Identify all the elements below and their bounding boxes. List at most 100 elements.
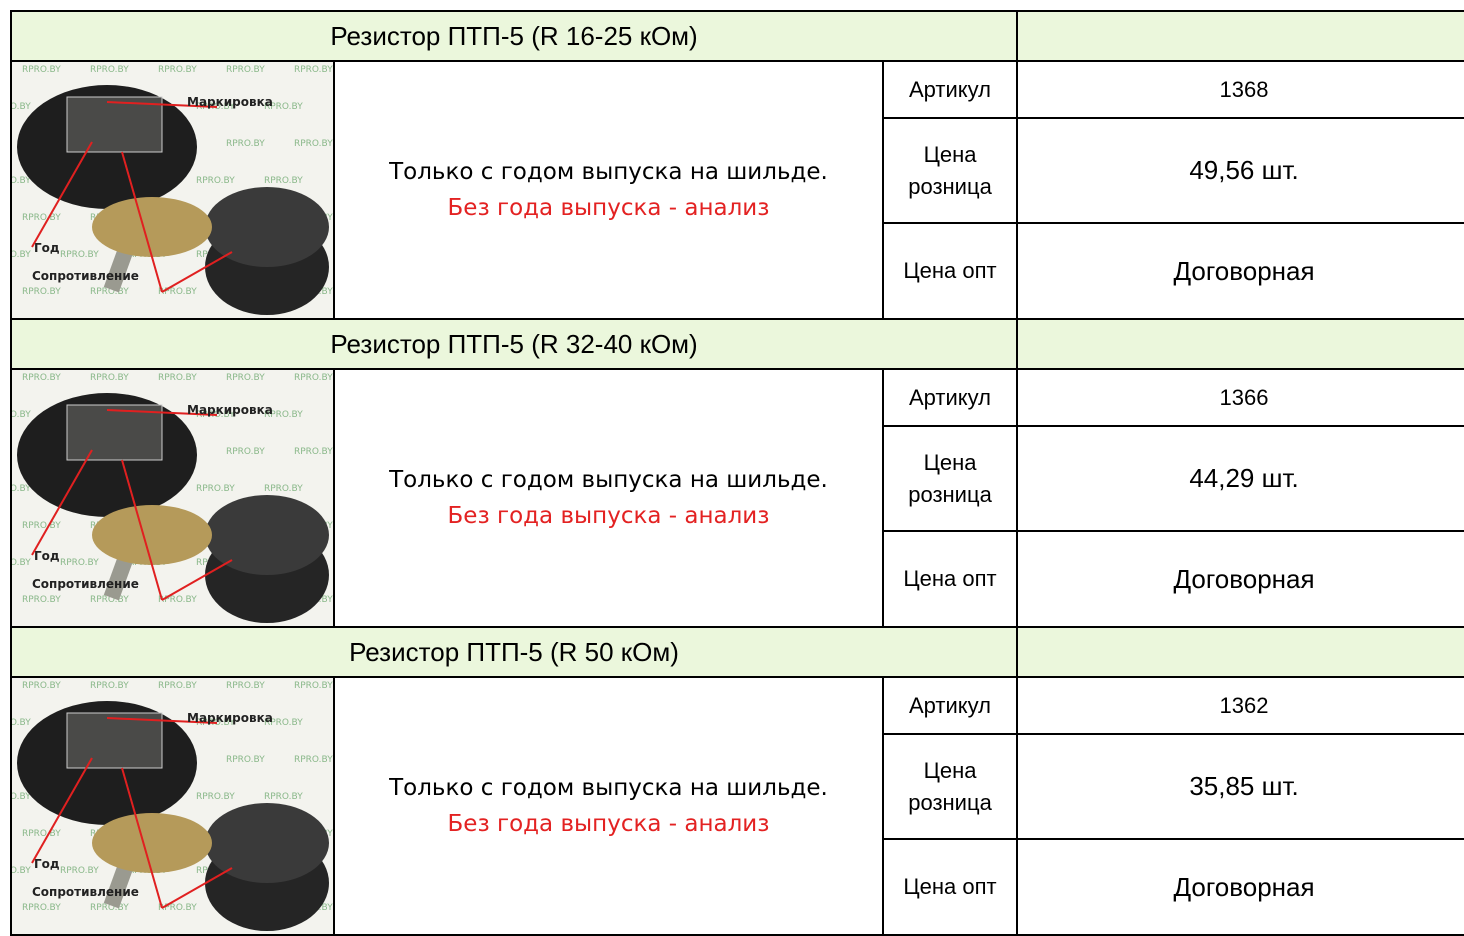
marker-line xyxy=(121,459,163,601)
image-label: Год xyxy=(34,857,60,871)
field-label: Артикул xyxy=(881,59,1019,120)
field-value: 49,56 шт. xyxy=(1016,117,1464,225)
watermark: RPRO.BY xyxy=(158,595,197,605)
watermark: RPRO.BY xyxy=(226,681,265,691)
watermark: RPRO.BY xyxy=(22,287,61,297)
description-cell: Только с годом выпуска на шильде. Без год… xyxy=(333,368,884,628)
watermark: RPRO.BY xyxy=(12,102,31,112)
watermark: RPRO.BY xyxy=(22,595,61,605)
watermark: RPRO.BY xyxy=(12,484,31,494)
watermark: RPRO.BY xyxy=(22,373,61,383)
field-value: 1362 xyxy=(1016,675,1464,736)
watermark: RPRO.BY xyxy=(60,250,99,260)
note: Без года выпуска - анализ xyxy=(447,503,770,529)
note: Без года выпуска - анализ xyxy=(447,811,770,837)
image-label: Сопротивление xyxy=(32,269,139,283)
header-row: Резистор ПТП-5 (R 50 кОм) xyxy=(9,626,1464,678)
watermark: RPRO.BY xyxy=(226,373,265,383)
watermark: RPRO.BY xyxy=(158,65,197,75)
watermark: RPRO.BY xyxy=(294,373,333,383)
field-value: 1368 xyxy=(1016,59,1464,120)
watermark: RPRO.BY xyxy=(264,410,303,420)
field-row: RPRO.BY RPRO.BY RPRO.BY RPRO.BY RPRO.BY RPRO.… xyxy=(10,59,1464,320)
marker-line xyxy=(106,409,218,416)
marker-line xyxy=(31,141,93,248)
watermark: RPRO.BY xyxy=(90,65,129,75)
watermark: RPRO.BY xyxy=(12,792,31,802)
watermark: RPRO.BY xyxy=(60,866,99,876)
field-row: RPRO.BY RPRO.BY RPRO.BY RPRO.BY RPRO.BY RPRO.… xyxy=(10,675,1464,936)
watermark: RPRO.BY xyxy=(294,447,333,457)
image-cell: RPRO.BY RPRO.BY RPRO.BY RPRO.BY RPRO.BY RPRO.… xyxy=(10,60,335,320)
marker-line xyxy=(31,757,93,864)
field-row: Цена розница 49,56 шт. xyxy=(11,117,1464,225)
nameplate xyxy=(66,96,163,153)
watermark: RPRO.BY xyxy=(196,792,235,802)
field-value: 35,85 шт. xyxy=(1016,733,1464,841)
watermark: RPRO.BY xyxy=(22,65,61,75)
watermark: RPRO.BY xyxy=(12,718,31,728)
watermark: RPRO.BY xyxy=(294,139,333,149)
field-label: Цена розница xyxy=(881,425,1019,533)
watermark: RPRO.BY xyxy=(60,558,99,568)
watermark: RPRO.BY xyxy=(264,718,303,728)
watermark: RPRO.BY xyxy=(12,558,31,568)
base xyxy=(92,505,212,565)
resistor-top-2 xyxy=(205,187,329,267)
resistor-top-2 xyxy=(205,803,329,883)
base xyxy=(92,197,212,257)
field-row: RPRO.BY RPRO.BY RPRO.BY RPRO.BY RPRO.BY RPRO.… xyxy=(10,367,1464,628)
marker-line xyxy=(121,767,163,909)
watermark: RPRO.BY xyxy=(22,213,61,223)
field-label: Цена розница xyxy=(881,117,1019,225)
price-table: Резистор ПТП-5 (R 16-25 кОм) RPRO.BY RPRO.… xyxy=(9,10,1464,936)
field-label: Цена опт xyxy=(881,222,1019,320)
marker-line xyxy=(106,101,218,108)
image-label: Сопротивление xyxy=(32,577,139,591)
marker-line xyxy=(121,151,163,293)
watermark: RPRO.BY xyxy=(264,484,303,494)
nameplate xyxy=(66,712,163,769)
header-empty xyxy=(1016,318,1464,370)
image-label: Маркировка xyxy=(187,95,273,109)
header-empty xyxy=(1016,10,1464,62)
item-title: Резистор ПТП-5 (R 16-25 кОм) xyxy=(9,10,1019,62)
watermark: RPRO.BY xyxy=(90,903,129,913)
field-label: Цена опт xyxy=(881,530,1019,628)
product-image: RPRO.BY RPRO.BY RPRO.BY RPRO.BY RPRO.BY RPRO.… xyxy=(12,371,333,625)
resistor-top-2 xyxy=(205,495,329,575)
field-value: 1366 xyxy=(1016,367,1464,428)
description: Только с годом выпуска на шильде. xyxy=(389,467,828,493)
image-label: Маркировка xyxy=(187,403,273,417)
watermark: RPRO.BY xyxy=(90,373,129,383)
item-title: Резистор ПТП-5 (R 32-40 кОм) xyxy=(9,318,1019,370)
watermark: RPRO.BY xyxy=(294,65,333,75)
watermark: RPRO.BY xyxy=(12,176,31,186)
marker-line xyxy=(161,559,233,601)
watermark: RPRO.BY xyxy=(12,866,31,876)
header-row: Резистор ПТП-5 (R 32-40 кОм) xyxy=(9,318,1464,370)
field-row: Цена розница 35,85 шт. xyxy=(11,733,1464,841)
watermark: RPRO.BY xyxy=(158,287,197,297)
note: Без года выпуска - анализ xyxy=(447,195,770,221)
watermark: RPRO.BY xyxy=(196,176,235,186)
watermark: RPRO.BY xyxy=(264,792,303,802)
image-label: Маркировка xyxy=(187,711,273,725)
item-title: Резистор ПТП-5 (R 50 кОм) xyxy=(9,626,1019,678)
marker-line xyxy=(161,867,233,909)
field-label: Цена розница xyxy=(881,733,1019,841)
header-row: Резистор ПТП-5 (R 16-25 кОм) xyxy=(9,10,1464,62)
watermark: RPRO.BY xyxy=(226,755,265,765)
watermark: RPRO.BY xyxy=(264,176,303,186)
image-label: Год xyxy=(34,241,60,255)
field-value: Договорная xyxy=(1016,530,1464,628)
field-row: Цена опт Договорная xyxy=(11,838,1464,936)
watermark: RPRO.BY xyxy=(12,250,31,260)
image-label: Год xyxy=(34,549,60,563)
header-empty xyxy=(1016,626,1464,678)
marker-line xyxy=(161,251,233,293)
watermark: RPRO.BY xyxy=(12,410,31,420)
price-table-wrap: Резистор ПТП-5 (R 16-25 кОм) RPRO.BY RPRO.… xyxy=(9,10,1464,936)
field-row: Цена опт Договорная xyxy=(11,222,1464,320)
product-image: RPRO.BY RPRO.BY RPRO.BY RPRO.BY RPRO.BY RPRO.… xyxy=(12,63,333,317)
